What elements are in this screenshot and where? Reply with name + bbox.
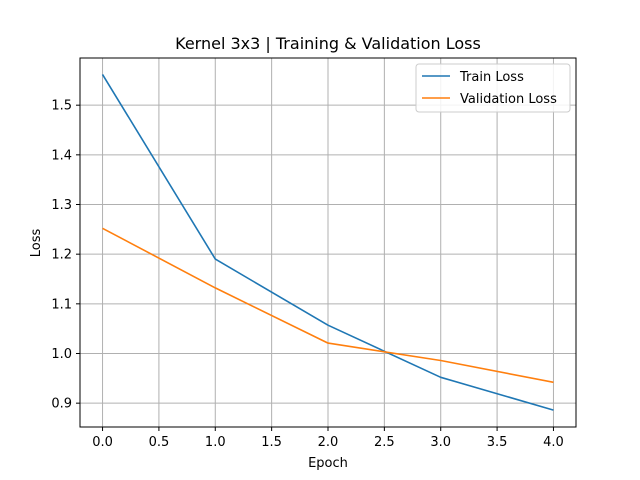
legend-label: Validation Loss [460,92,557,107]
x-axis-label: Epoch [308,456,348,471]
y-tick-label: 1.1 [51,297,72,312]
legend-box [415,63,571,113]
chart-title: Kernel 3x3 | Training & Validation Loss [175,34,481,53]
y-tick-label: 0.9 [51,397,72,412]
x-tick-label: 0.5 [149,435,170,450]
series-line-1 [102,227,554,384]
grid [80,58,576,427]
y-tick-label: 1.3 [51,198,72,213]
x-axis-ticks: 0.0 0.5 1.0 1.5 2.0 2.5 3.0 3.5 4.0 [92,427,564,450]
x-tick-label: 3.0 [430,435,451,450]
y-axis-label: Loss [29,229,44,258]
x-tick-label: 3.5 [487,435,508,450]
legend-label: Train Loss [459,70,524,85]
x-tick-label: 2.0 [318,435,339,450]
y-tick-label: 1.2 [51,248,72,263]
x-tick-label: 1.0 [205,435,226,450]
y-axis-ticks: 0.9 1.0 1.1 1.2 1.3 1.4 1.5 [51,99,80,412]
series-lines [101,73,554,411]
y-tick-label: 1.5 [51,99,72,114]
y-tick-label: 1.4 [51,148,72,163]
legend: Train Loss Validation Loss [415,63,571,113]
y-tick-label: 1.0 [51,347,72,362]
x-tick-label: 2.5 [374,435,395,450]
x-tick-label: 1.5 [261,435,282,450]
x-tick-label: 4.0 [543,435,564,450]
x-tick-label: 0.0 [92,435,113,450]
series-line-0 [101,73,554,411]
